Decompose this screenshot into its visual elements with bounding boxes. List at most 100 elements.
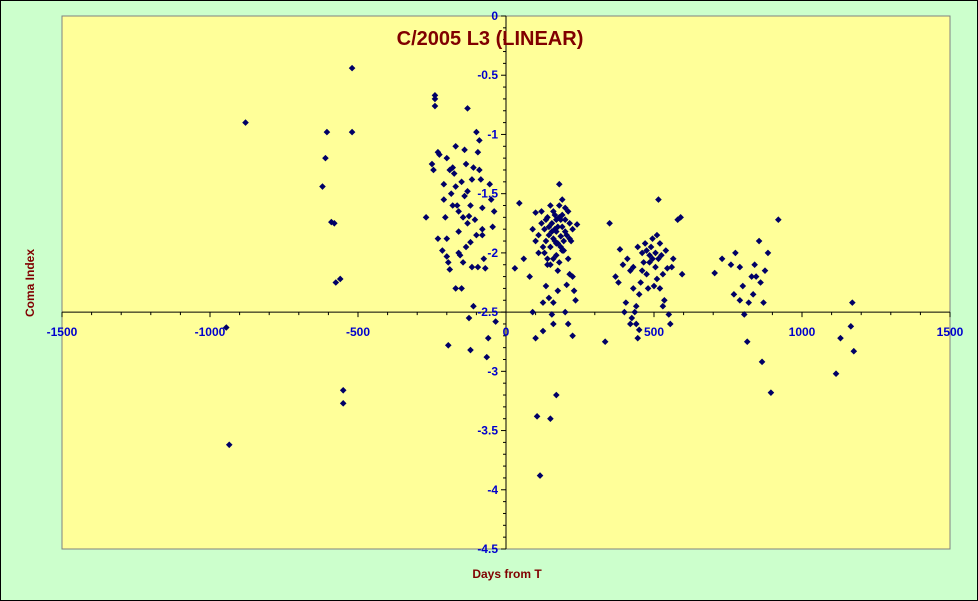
- data-point: [444, 259, 452, 266]
- data-point: [473, 128, 480, 136]
- data-point: [631, 308, 639, 316]
- data-point: [548, 228, 556, 235]
- y-tick-label: -3.5: [477, 424, 498, 438]
- data-point: [464, 187, 471, 195]
- data-point: [569, 273, 576, 280]
- data-point: [749, 291, 757, 298]
- data-point: [736, 263, 744, 271]
- data-point: [569, 225, 576, 233]
- data-point: [775, 216, 782, 224]
- data-point: [431, 92, 439, 99]
- data-point: [547, 415, 554, 423]
- y-tick-label: -1.5: [477, 187, 498, 201]
- data-point: [470, 302, 477, 310]
- data-point: [755, 237, 763, 245]
- data-point: [751, 261, 758, 269]
- data-point: [555, 259, 563, 266]
- data-point: [640, 259, 647, 266]
- y-axis-title: Coma Index: [23, 249, 37, 317]
- data-point: [541, 225, 548, 233]
- data-point: [533, 413, 541, 420]
- data-point: [847, 323, 855, 330]
- data-point: [662, 247, 670, 254]
- data-point: [476, 166, 483, 174]
- data-point: [563, 281, 570, 289]
- data-point: [539, 299, 547, 306]
- data-point: [666, 320, 674, 328]
- data-point: [641, 240, 649, 247]
- data-point: [739, 282, 747, 290]
- data-point: [486, 180, 494, 188]
- data-point: [535, 231, 542, 239]
- data-point: [532, 209, 539, 216]
- data-point: [629, 285, 637, 292]
- data-point: [453, 202, 461, 209]
- data-point: [323, 128, 331, 136]
- data-point: [561, 308, 569, 316]
- data-point: [849, 299, 856, 306]
- data-point: [566, 270, 573, 278]
- data-point: [634, 243, 642, 251]
- data-point: [650, 282, 658, 290]
- data-point: [647, 243, 655, 251]
- data-point: [752, 273, 760, 280]
- data-point: [348, 64, 356, 72]
- y-tick-label: -1: [487, 127, 498, 141]
- data-point: [566, 219, 573, 227]
- data-point: [551, 225, 559, 233]
- data-point: [542, 216, 550, 224]
- data-point: [545, 223, 553, 231]
- data-point: [569, 332, 576, 340]
- data-point: [461, 146, 468, 154]
- x-tick-label: 500: [644, 325, 664, 339]
- data-point: [339, 400, 347, 407]
- data-point: [656, 285, 664, 292]
- data-point: [624, 255, 631, 263]
- data-point: [561, 216, 569, 224]
- data-point: [718, 255, 726, 263]
- data-point: [481, 264, 489, 272]
- data-point: [431, 102, 439, 110]
- data-point: [558, 211, 566, 219]
- data-point: [545, 294, 553, 302]
- data-point: [489, 223, 496, 231]
- data-point: [564, 255, 572, 263]
- y-tick-label: -2.5: [477, 305, 498, 319]
- data-point: [458, 178, 465, 186]
- data-point: [225, 441, 233, 449]
- data-point: [758, 358, 766, 366]
- data-point: [526, 273, 533, 280]
- data-point: [468, 176, 476, 183]
- x-tick-label: 1000: [789, 325, 816, 339]
- data-point: [455, 249, 462, 257]
- data-point: [649, 235, 656, 242]
- data-point: [548, 311, 556, 318]
- data-point: [832, 370, 840, 378]
- data-point: [450, 170, 458, 177]
- data-point: [467, 238, 474, 246]
- data-points: [222, 64, 858, 479]
- x-tick-label: -500: [346, 325, 370, 339]
- data-point: [529, 308, 536, 316]
- data-point: [322, 154, 329, 162]
- data-point: [619, 261, 627, 269]
- data-point: [550, 320, 557, 328]
- data-point: [242, 119, 249, 126]
- data-point: [601, 338, 609, 346]
- y-tick-label: -3: [487, 364, 498, 378]
- data-point: [459, 259, 467, 266]
- data-point: [479, 231, 486, 239]
- data-point: [439, 247, 446, 254]
- data-point: [561, 228, 569, 235]
- data-point: [459, 214, 467, 221]
- data-point: [655, 255, 662, 263]
- data-point: [628, 314, 636, 322]
- data-point: [336, 275, 344, 283]
- data-point: [511, 264, 519, 272]
- data-point: [567, 237, 575, 245]
- data-point: [653, 231, 661, 239]
- data-point: [557, 233, 565, 240]
- data-point: [727, 261, 735, 269]
- data-point: [465, 314, 473, 322]
- data-point: [440, 196, 448, 203]
